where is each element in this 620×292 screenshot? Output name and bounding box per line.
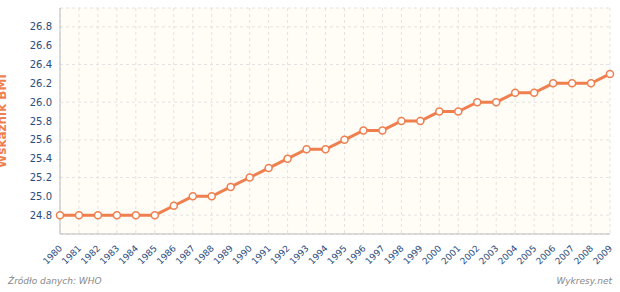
svg-text:1991: 1991 — [250, 243, 273, 266]
svg-text:1987: 1987 — [174, 243, 197, 266]
svg-text:1985: 1985 — [136, 243, 159, 266]
svg-text:25.6: 25.6 — [30, 134, 52, 145]
svg-text:1982: 1982 — [79, 243, 102, 266]
svg-text:1996: 1996 — [344, 243, 367, 266]
svg-text:1994: 1994 — [306, 243, 329, 266]
html-text:wykresy.net: wykresy.net — [110, 70, 547, 144]
svg-text:1981: 1981 — [60, 243, 83, 266]
svg-text:2005: 2005 — [515, 243, 538, 266]
svg-text:2004: 2004 — [496, 243, 519, 266]
svg-text:1990: 1990 — [231, 243, 254, 266]
svg-text:25.4: 25.4 — [30, 153, 52, 164]
svg-text:2003: 2003 — [477, 243, 500, 266]
html-text:Wykresy.net: Wykresy.net — [556, 276, 612, 286]
svg-text:26.8: 26.8 — [30, 21, 52, 32]
svg-text:1998: 1998 — [382, 243, 405, 266]
svg-text:25.2: 25.2 — [30, 172, 52, 183]
svg-text:2000: 2000 — [420, 243, 443, 266]
svg-text:2002: 2002 — [458, 243, 481, 266]
svg-text:26.6: 26.6 — [30, 40, 52, 51]
svg-text:2009: 2009 — [591, 243, 612, 266]
svg-text:25.8: 25.8 — [30, 116, 52, 127]
svg-text:1984: 1984 — [117, 243, 140, 266]
svg-text:1988: 1988 — [193, 243, 216, 266]
svg-text:1983: 1983 — [98, 243, 121, 266]
svg-text:1989: 1989 — [212, 243, 235, 266]
svg-text:26.0: 26.0 — [30, 97, 52, 108]
svg-text:Wskaźnik BMI: Wskaźnik BMI — [8, 74, 9, 168]
svg-text:26.2: 26.2 — [30, 78, 52, 89]
svg-text:2008: 2008 — [572, 243, 595, 266]
svg-text:2001: 2001 — [439, 243, 462, 266]
svg-text:26.4: 26.4 — [30, 59, 52, 70]
svg-text:2006: 2006 — [534, 243, 557, 266]
svg-text:2007: 2007 — [553, 243, 576, 266]
svg-text:1980: 1980 — [41, 243, 64, 266]
svg-text:25.0: 25.0 — [30, 191, 52, 202]
svg-text:1997: 1997 — [363, 243, 386, 266]
svg-text:1999: 1999 — [401, 243, 424, 266]
svg-text:1986: 1986 — [155, 243, 178, 266]
svg-text:1992: 1992 — [269, 243, 292, 266]
svg-text:1995: 1995 — [325, 243, 348, 266]
svg-text:1993: 1993 — [288, 243, 311, 266]
svg-text:24.8: 24.8 — [30, 210, 52, 221]
html-text:Źródło danych: WHO: Źródło danych: WHO — [8, 276, 102, 286]
